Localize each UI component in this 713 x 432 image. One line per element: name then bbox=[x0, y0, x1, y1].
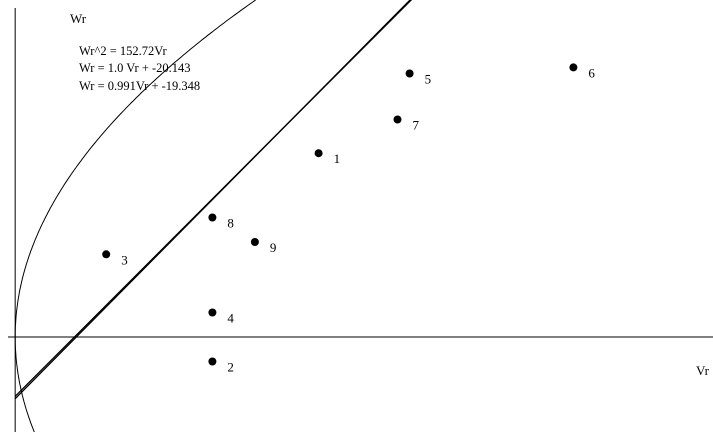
point-label-9: 9 bbox=[270, 240, 277, 255]
point-label-7: 7 bbox=[413, 118, 420, 133]
curve-2 bbox=[14, 0, 411, 400]
point-label-6: 6 bbox=[588, 65, 595, 80]
equation-label-2: Wr = 1.0 Vr + -20.143 bbox=[79, 61, 191, 75]
data-point-7 bbox=[393, 115, 402, 124]
data-point-6 bbox=[569, 63, 578, 72]
data-point-2 bbox=[208, 357, 217, 366]
point-label-5: 5 bbox=[425, 72, 432, 87]
x-axis-title: Vr bbox=[696, 363, 710, 378]
point-label-2: 2 bbox=[227, 360, 234, 375]
curve-1 bbox=[14, 0, 256, 432]
data-point-8 bbox=[208, 213, 217, 222]
data-point-1 bbox=[314, 149, 323, 158]
data-point-3 bbox=[102, 250, 111, 259]
curve-3 bbox=[14, 0, 413, 397]
points-layer: 1 2 3 4 5 6 7 8 9 bbox=[102, 63, 595, 375]
curves-layer bbox=[14, 0, 413, 432]
data-point-9 bbox=[250, 238, 259, 246]
equation-label-3: Wr = 0.991Vr + -19.348 bbox=[79, 79, 200, 93]
y-axis-title: Wr bbox=[70, 11, 87, 26]
point-label-4: 4 bbox=[227, 311, 234, 326]
data-point-5 bbox=[405, 69, 414, 78]
data-point-4 bbox=[208, 308, 217, 317]
point-label-3: 3 bbox=[121, 252, 128, 267]
equation-label-1: Wr^2 = 152.72Vr bbox=[79, 44, 168, 58]
point-label-8: 8 bbox=[227, 216, 234, 231]
point-label-1: 1 bbox=[334, 151, 341, 166]
